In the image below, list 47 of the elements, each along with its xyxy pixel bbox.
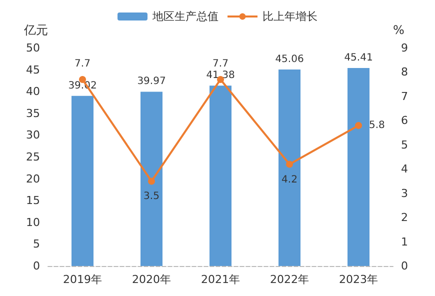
y2-tick-label: 8 — [401, 66, 408, 79]
y2-tick-label: 7 — [401, 90, 408, 103]
x-tick-label: 2019年 — [63, 273, 102, 286]
x-tick-label: 2020年 — [132, 273, 171, 286]
x-tick-label: 2023年 — [339, 273, 378, 286]
bar — [210, 86, 232, 266]
y2-tick-label: 2 — [401, 211, 408, 224]
x-tick-label: 2021年 — [201, 273, 240, 286]
y-tick-label: 15 — [26, 194, 40, 208]
data-label: 3.5 — [144, 191, 160, 202]
point — [148, 178, 155, 185]
y-tick-label: 50 — [26, 42, 40, 54]
y2-axis-title: % — [393, 23, 404, 37]
point — [286, 160, 293, 168]
bar — [140, 92, 162, 266]
data-label: 7.7 — [212, 58, 228, 70]
y-tick-label: 40 — [26, 85, 40, 98]
y-tick-label: 20 — [26, 172, 40, 186]
y2-tick-label: 0 — [401, 260, 408, 272]
bar — [72, 96, 94, 266]
data-label: 39.97 — [137, 76, 166, 88]
y2-tick-label: 5 — [401, 138, 408, 152]
y2-tick-label: 4 — [401, 162, 408, 176]
data-label: 41.38 — [206, 70, 235, 82]
data-label: 5.8 — [369, 120, 385, 132]
bar — [348, 68, 370, 266]
y-axis-title: 亿元 — [23, 23, 48, 37]
y-tick-label: 25 — [26, 150, 40, 164]
data-label: 45.06 — [275, 54, 304, 66]
legend-label: 比上年增长 — [262, 10, 318, 23]
y-tick-label: 45 — [26, 63, 40, 76]
data-label: 45.41 — [344, 52, 373, 64]
legend-label: 地区生产总值 — [152, 10, 218, 23]
y2-tick-label: 3 — [401, 186, 408, 200]
y2-tick-label: 1 — [401, 235, 408, 248]
bar — [278, 70, 300, 266]
y-tick-label: 0 — [33, 260, 40, 272]
y-tick-label: 5 — [33, 238, 40, 251]
y2-tick-label: 6 — [401, 114, 408, 128]
data-label: 4.2 — [282, 174, 298, 186]
y-tick-label: 30 — [26, 128, 40, 142]
y-tick-label: 35 — [26, 106, 40, 120]
y2-tick-label: 9 — [401, 42, 408, 54]
y-tick-label: 10 — [26, 216, 40, 229]
point — [355, 122, 362, 130]
x-tick-label: 2022年 — [270, 273, 309, 286]
data-label: 7.7 — [74, 58, 90, 70]
